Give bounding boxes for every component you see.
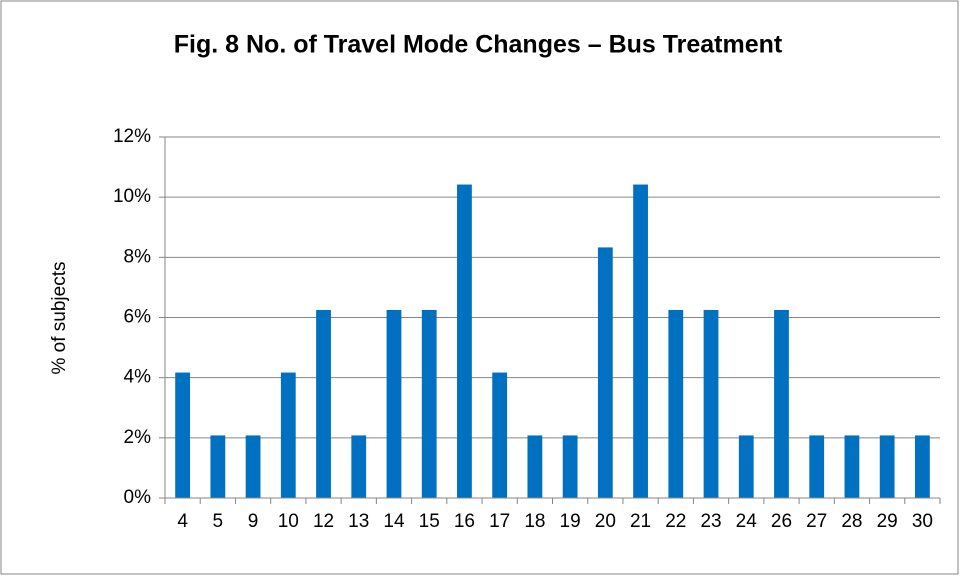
bar <box>844 435 860 498</box>
y-tick-label: 6% <box>124 307 152 328</box>
bar <box>668 309 684 498</box>
bar <box>597 247 613 498</box>
bar <box>703 309 719 498</box>
bar <box>774 309 789 498</box>
bar <box>457 184 472 498</box>
x-tick-label: 19 <box>560 511 581 532</box>
bar <box>210 435 226 498</box>
bar <box>316 309 331 498</box>
x-tick-label: 12 <box>313 511 334 532</box>
y-tick-label: 2% <box>124 427 152 448</box>
y-tick-label: 12% <box>113 126 151 147</box>
x-tick-label: 15 <box>419 511 440 532</box>
bar <box>175 372 191 498</box>
x-tick-label: 21 <box>630 511 651 532</box>
x-tick-label: 23 <box>700 511 721 532</box>
bar <box>562 435 578 498</box>
x-tick-label: 18 <box>524 511 545 532</box>
x-tick-label: 24 <box>736 511 758 532</box>
y-tick-label: 4% <box>124 367 152 388</box>
x-tick-label: 26 <box>771 511 792 532</box>
bar <box>386 309 402 498</box>
bar <box>809 435 825 498</box>
bar <box>245 435 261 498</box>
bar <box>633 184 648 498</box>
y-tick-label: 10% <box>113 186 151 207</box>
y-axis-label: % of subjects <box>49 262 70 375</box>
y-tick-label: 0% <box>124 487 152 508</box>
x-tick-label: 10 <box>278 511 299 532</box>
bar <box>738 435 754 498</box>
bar <box>527 435 543 498</box>
bar <box>492 372 508 498</box>
x-tick-label: 9 <box>248 511 259 532</box>
x-tick-label: 20 <box>595 511 616 532</box>
bar <box>914 435 930 498</box>
x-tick-label: 5 <box>213 511 224 532</box>
chart-title: Fig. 8 No. of Travel Mode Changes – Bus … <box>174 31 783 59</box>
x-tick-label: 14 <box>383 511 405 532</box>
x-tick-label: 28 <box>841 511 862 532</box>
bar <box>280 372 296 498</box>
bar <box>351 435 367 498</box>
x-tick-label: 27 <box>806 511 827 532</box>
x-tick-label: 4 <box>177 511 188 532</box>
x-tick-label: 17 <box>489 511 510 532</box>
x-tick-label: 29 <box>877 511 898 532</box>
y-tick-label: 8% <box>124 246 152 267</box>
x-tick-label: 22 <box>665 511 686 532</box>
bar <box>879 435 895 498</box>
bar <box>421 309 437 498</box>
x-tick-label: 13 <box>348 511 369 532</box>
x-tick-label: 30 <box>912 511 933 532</box>
x-tick-label: 16 <box>454 511 475 532</box>
